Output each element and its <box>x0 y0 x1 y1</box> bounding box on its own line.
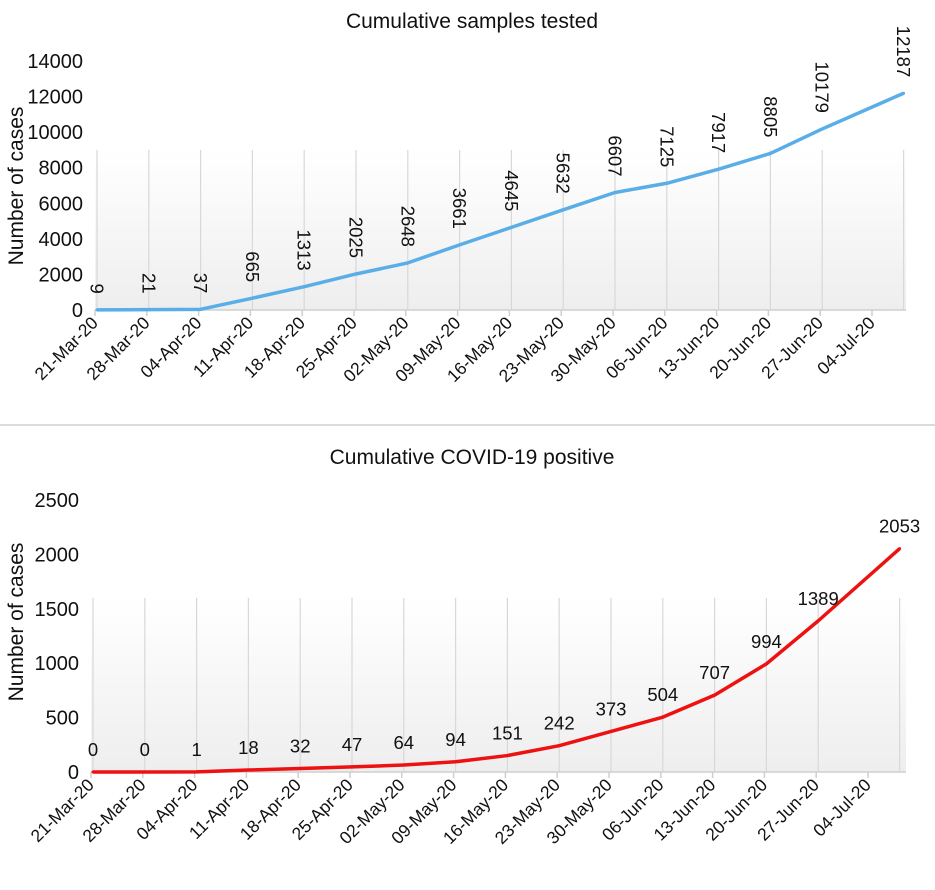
data-label: 6607 <box>605 135 626 176</box>
y-tick-label: 12000 <box>27 87 83 109</box>
data-label: 1389 <box>798 588 839 609</box>
chart-samples-tested: Cumulative samples tested Number of case… <box>5 10 914 386</box>
data-point <box>509 225 513 229</box>
data-label: 242 <box>544 713 575 734</box>
data-point <box>454 760 458 764</box>
y-tick-label: 0 <box>68 762 79 784</box>
x-tick-label: 04-Jul-20 <box>813 313 879 379</box>
data-point <box>302 285 306 289</box>
data-label: 47 <box>342 734 363 755</box>
data-point <box>95 308 99 312</box>
data-label: 2025 <box>346 217 367 258</box>
y-tick-label: 0 <box>72 300 83 322</box>
data-point <box>199 307 203 311</box>
data-label: 1313 <box>294 229 315 270</box>
series-line <box>96 91 905 312</box>
data-point <box>717 167 721 171</box>
data-point <box>820 127 824 131</box>
data-label: 707 <box>699 662 730 683</box>
data-point <box>816 619 820 623</box>
data-label: 665 <box>242 251 263 282</box>
data-point <box>768 151 772 155</box>
data-point <box>250 296 254 300</box>
data-label: 1 <box>191 739 201 760</box>
data-label: 18 <box>238 737 259 758</box>
data-point <box>91 770 95 774</box>
y-axis-label: Number of cases <box>5 107 28 266</box>
data-point <box>902 91 906 95</box>
data-label: 7917 <box>708 112 729 153</box>
data-label: 10179 <box>812 62 833 113</box>
data-label: 151 <box>492 723 523 744</box>
data-point <box>665 181 669 185</box>
chart-covid-positive: Cumulative COVID-19 positive Number of c… <box>5 446 920 848</box>
y-tick-label: 8000 <box>39 158 84 180</box>
data-point <box>458 243 462 247</box>
y-axis-label: Number of cases <box>5 543 28 702</box>
data-label: 8805 <box>760 96 781 137</box>
data-label: 0 <box>88 739 98 760</box>
data-label: 373 <box>596 698 627 719</box>
data-point <box>505 754 509 758</box>
data-point <box>406 261 410 265</box>
data-label: 4645 <box>501 170 522 211</box>
data-point <box>350 765 354 769</box>
data-label: 3661 <box>449 188 470 229</box>
plot-background <box>91 597 906 772</box>
data-label: 94 <box>445 729 466 750</box>
data-point <box>402 763 406 767</box>
data-point <box>764 662 768 666</box>
data-point <box>609 729 613 733</box>
data-point <box>561 208 565 212</box>
data-label: 9 <box>87 284 108 294</box>
chart-title: Cumulative COVID-19 positive <box>330 446 615 469</box>
data-label: 0 <box>140 739 150 760</box>
y-tick-label: 500 <box>46 708 79 730</box>
data-point <box>898 547 902 551</box>
data-label: 7125 <box>656 126 677 167</box>
data-point <box>143 770 147 774</box>
data-point <box>713 693 717 697</box>
x-tick-label: 04-Jul-20 <box>809 775 875 841</box>
data-point <box>246 768 250 772</box>
data-label: 2053 <box>879 516 920 537</box>
data-point <box>195 770 199 774</box>
data-point <box>557 744 561 748</box>
y-tick-label: 1500 <box>35 599 80 621</box>
data-point <box>354 272 358 276</box>
data-label: 12187 <box>893 26 914 77</box>
data-label: 64 <box>394 732 415 753</box>
y-tick-label: 6000 <box>39 193 84 215</box>
y-tick-label: 2000 <box>35 544 80 566</box>
data-point <box>613 190 617 194</box>
data-label: 994 <box>751 631 782 652</box>
y-tick-label: 4000 <box>39 229 84 251</box>
chart-title: Cumulative samples tested <box>346 10 598 33</box>
data-point <box>147 308 151 312</box>
data-point <box>298 767 302 771</box>
y-tick-label: 2000 <box>39 264 84 286</box>
y-tick-label: 2500 <box>35 490 80 512</box>
y-tick-label: 1000 <box>35 653 80 675</box>
data-label: 32 <box>290 736 311 757</box>
data-point <box>661 715 665 719</box>
data-label: 2648 <box>397 206 418 247</box>
data-label: 504 <box>647 684 678 705</box>
y-tick-label: 10000 <box>27 122 83 144</box>
data-label: 5632 <box>553 153 574 194</box>
series-line <box>93 547 901 774</box>
data-label: 21 <box>138 273 159 294</box>
data-label: 37 <box>190 273 211 294</box>
y-tick-label: 14000 <box>27 51 83 73</box>
